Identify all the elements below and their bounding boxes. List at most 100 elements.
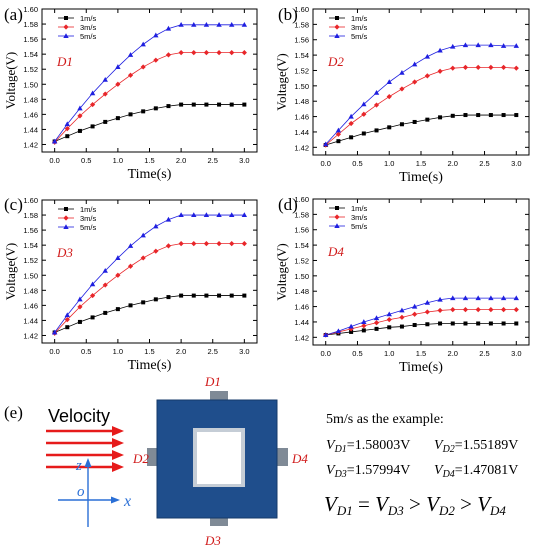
point-c-3m-s-14 (229, 241, 235, 247)
point-c-5m-s-4 (102, 267, 108, 273)
value-d1-number: =1.58003V (347, 438, 411, 453)
side-label-bottom: D3 (204, 533, 221, 548)
series-line-a-1m-s (54, 104, 245, 142)
point-c-1m-s-15 (242, 293, 247, 298)
point-c-5m-s-6 (127, 243, 134, 248)
point-c-5m-s-3 (89, 281, 96, 287)
relation-sub-2: D3 (387, 503, 404, 518)
z-axis-label: z (75, 458, 82, 474)
y-tick-label-b-3: 1.48 (294, 97, 309, 106)
point-a-1m-s-13 (217, 102, 222, 107)
y-axis-label-b: Voltage(V) (274, 53, 289, 111)
point-a-3m-s-8 (153, 57, 159, 63)
point-b-3m-s-4 (373, 102, 380, 108)
point-b-5m-s-9 (437, 47, 443, 53)
velocity-arrow-head-3 (112, 450, 124, 460)
point-b-5m-s-12 (475, 42, 481, 48)
point-b-5m-s-11 (462, 42, 469, 48)
point-b-5m-s-0 (323, 141, 329, 147)
point-c-1m-s-4 (103, 310, 108, 315)
x-tick-label-a-1: 0.5 (81, 156, 91, 165)
point-d-5m-s-13 (488, 295, 494, 301)
relation-sub-1: D1 (336, 503, 353, 518)
point-c-1m-s-14 (229, 293, 234, 298)
y-tick-label-b-0: 1.42 (294, 143, 309, 152)
point-b-5m-s-15 (513, 43, 519, 48)
x-tick-label-a-6: 3.0 (239, 156, 249, 165)
point-a-3m-s-15 (241, 50, 247, 56)
point-b-1m-s-10 (450, 113, 455, 118)
series-line-c-1m-s (54, 295, 245, 333)
point-a-5m-s-7 (140, 41, 146, 47)
point-a-5m-s-1 (64, 121, 70, 127)
point-c-5m-s-15 (241, 212, 248, 218)
value-d4-symbol: V (434, 463, 444, 478)
point-d-1m-s-9 (438, 321, 443, 326)
series-line-b-1m-s (325, 114, 517, 146)
point-d-1m-s-5 (387, 325, 392, 330)
point-d-5m-s-10 (450, 295, 456, 301)
series-line-b-3m-s (325, 67, 517, 146)
point-d-5m-s-4 (373, 315, 380, 321)
point-d-5m-s-15 (513, 295, 519, 301)
point-b-1m-s-2 (349, 135, 354, 140)
x-tick-label-d-3: 1.5 (416, 349, 426, 358)
x-axis-label-c: Time(s) (128, 358, 172, 373)
point-a-5m-s-5 (115, 64, 121, 69)
point-a-3m-s-12 (203, 50, 210, 56)
coordinate-axes: z o x (58, 458, 131, 527)
point-c-3m-s-5 (115, 272, 121, 278)
legend-marker-b-3m-s (334, 24, 340, 30)
point-a-5m-s-11 (191, 22, 197, 27)
point-b-5m-s-6 (399, 69, 405, 75)
value-d1-sub: D1 (334, 444, 347, 455)
y-tick-label-c-5: 1.52 (23, 256, 38, 265)
value-d2-symbol: V (434, 438, 444, 453)
y-axis-label-d: Voltage(V) (274, 243, 289, 301)
x-tick-label-b-3: 1.5 (416, 159, 426, 168)
point-a-3m-s-1 (64, 126, 70, 132)
x-axis-label-d: Time(s) (399, 360, 443, 375)
relation-sub-4: D4 (489, 503, 506, 518)
point-a-1m-s-11 (191, 102, 196, 107)
point-a-1m-s-9 (166, 104, 171, 109)
point-a-5m-s-0 (51, 138, 58, 144)
point-d-5m-s-14 (500, 295, 507, 301)
point-d-3m-s-11 (462, 307, 469, 313)
legend-marker-a-3m-s (63, 24, 69, 30)
x-tick-label-c-2: 1.0 (113, 347, 123, 356)
sensor-label-b: D2 (327, 54, 344, 69)
point-d-3m-s-5 (386, 317, 392, 323)
point-a-5m-s-2 (77, 105, 83, 111)
sensor-label-c: D3 (56, 245, 73, 260)
point-c-3m-s-6 (127, 263, 134, 269)
y-tick-label-d-4: 1.50 (294, 272, 309, 281)
legend-label-d-5m-s: 5m/s (351, 222, 368, 231)
point-b-1m-s-6 (399, 122, 404, 127)
point-b-5m-s-8 (424, 53, 431, 59)
legend-label-a-3m-s: 3m/s (80, 23, 97, 32)
point-b-3m-s-10 (450, 65, 456, 71)
velocity-arrow-head-4 (112, 462, 124, 472)
point-c-5m-s-5 (115, 255, 121, 260)
point-a-5m-s-9 (165, 25, 172, 31)
point-a-1m-s-7 (141, 109, 146, 114)
panel-e: (e) Velocity z o x (4, 374, 518, 548)
point-d-1m-s-4 (374, 326, 379, 331)
point-b-1m-s-12 (476, 113, 481, 118)
y-tick-label-c-6: 1.54 (23, 241, 38, 250)
point-b-1m-s-3 (361, 131, 366, 136)
legend-marker-d-3m-s (334, 214, 340, 220)
point-d-1m-s-2 (349, 329, 354, 334)
point-c-5m-s-14 (229, 212, 235, 218)
point-b-1m-s-5 (387, 125, 392, 130)
y-tick-label-b-9: 1.60 (294, 5, 309, 14)
legend-label-c-5m-s: 5m/s (80, 223, 97, 232)
point-a-1m-s-6 (128, 112, 133, 117)
point-a-1m-s-3 (90, 124, 95, 129)
value-d3-number: =1.57994V (347, 463, 411, 478)
point-b-5m-s-7 (411, 61, 418, 67)
y-tick-label-d-0: 1.42 (294, 333, 309, 342)
value-d1: VD1=1.58003V (326, 438, 410, 455)
